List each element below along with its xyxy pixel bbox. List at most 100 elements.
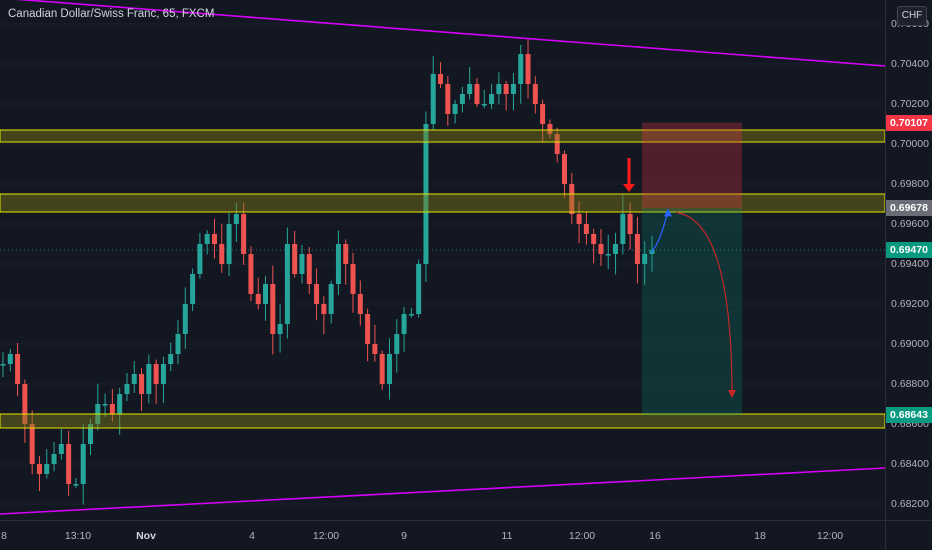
candle-body xyxy=(496,84,502,94)
candle-body xyxy=(255,294,261,304)
candle-body xyxy=(561,154,567,184)
candle-body xyxy=(408,314,414,316)
candle-body xyxy=(357,294,363,314)
stop-loss-area xyxy=(642,122,742,209)
candle-body xyxy=(139,374,145,394)
price-tick-label: 0.69200 xyxy=(891,298,929,310)
candle-body xyxy=(343,244,349,264)
time-tick-label: Nov xyxy=(136,530,156,542)
candle-body xyxy=(175,334,181,354)
candle-body xyxy=(44,464,50,474)
support-resistance-zone xyxy=(0,129,885,143)
candle-body xyxy=(620,214,626,244)
candle-body xyxy=(525,54,531,84)
candle-body xyxy=(306,254,312,284)
price-tick-label: 0.70400 xyxy=(891,58,929,70)
candle-body xyxy=(627,214,633,234)
price-tick-label: 0.68400 xyxy=(891,458,929,470)
candle-body xyxy=(182,304,188,334)
time-tick-label: 12:00 xyxy=(312,530,340,542)
candle-body xyxy=(372,344,378,354)
candle-body xyxy=(416,264,422,314)
currency-button[interactable]: CHF xyxy=(897,6,927,26)
candle-body xyxy=(518,54,524,84)
candle-body xyxy=(547,124,553,134)
candle-body xyxy=(241,214,247,254)
candle-body xyxy=(248,254,254,294)
candle-body xyxy=(350,264,356,294)
candle-body xyxy=(445,84,451,114)
candle-body xyxy=(131,374,137,384)
candle-body xyxy=(613,244,619,254)
price-tick-label: 0.70200 xyxy=(891,98,929,110)
candle-body xyxy=(160,364,166,384)
candle-body xyxy=(204,234,210,244)
candle-body xyxy=(299,254,305,274)
projection-up-arrowhead xyxy=(664,208,672,217)
candle-body xyxy=(15,354,21,384)
candle-body xyxy=(270,284,276,334)
candle-body xyxy=(583,224,589,234)
candle-body xyxy=(401,314,407,334)
candle-body xyxy=(321,304,327,314)
candle-body xyxy=(22,384,28,424)
candle-body xyxy=(51,454,57,464)
candle-body xyxy=(117,394,123,414)
candle-body xyxy=(386,354,392,384)
candle-body xyxy=(211,234,217,244)
time-tick-label: 16 xyxy=(649,530,661,542)
candle-body xyxy=(226,224,232,264)
price-axis[interactable]: 0.706000.704000.702000.700000.698000.696… xyxy=(885,0,932,520)
candle-body xyxy=(394,334,400,354)
candle-body xyxy=(569,184,575,214)
candle-body xyxy=(503,84,509,94)
candle-body xyxy=(634,234,640,264)
candle-body xyxy=(263,284,269,304)
candle-body xyxy=(314,284,320,304)
time-tick-label: 11 xyxy=(501,530,513,542)
price-tick-label: 0.69800 xyxy=(891,178,929,190)
candle-body xyxy=(467,84,473,94)
candle-body xyxy=(598,244,604,254)
price-chart[interactable] xyxy=(0,0,885,520)
candle-body xyxy=(88,424,94,444)
candle-body xyxy=(190,274,196,304)
price-tag-target: 0.68643 xyxy=(886,407,932,424)
price-tick-label: 0.69000 xyxy=(891,338,929,350)
entry-arrow-head xyxy=(623,184,635,192)
candle-body xyxy=(197,244,203,274)
time-tick-label: 12:00 xyxy=(568,530,596,542)
lower-trendline xyxy=(0,467,885,515)
candle-body xyxy=(576,214,582,224)
time-tick-label: 4 xyxy=(249,530,255,542)
candle-body xyxy=(430,74,436,124)
chart-title: Canadian Dollar/Swiss Franc, 65, FXCM xyxy=(8,8,215,20)
time-tick-label: 13:10 xyxy=(64,530,92,542)
candle-body xyxy=(605,254,611,256)
candle-body xyxy=(292,244,298,274)
price-tick-label: 0.68800 xyxy=(891,378,929,390)
candle-body xyxy=(109,404,115,414)
chart-canvas[interactable] xyxy=(0,0,885,520)
candle-body xyxy=(7,354,13,364)
candle-body xyxy=(649,250,655,254)
candle-body xyxy=(73,484,79,486)
price-tag-stop: 0.70107 xyxy=(886,114,932,131)
candle-body xyxy=(124,384,130,394)
candle-body xyxy=(459,94,465,104)
candle-body xyxy=(153,364,159,384)
candle-body xyxy=(219,244,225,264)
candle-body xyxy=(0,364,6,366)
candle-body xyxy=(540,104,546,124)
time-axis[interactable]: 8 13:10 Nov 4 12:00 9 11 12:00 16 18 12:00 xyxy=(0,520,885,550)
time-tick-label: 18 xyxy=(754,530,766,542)
candle-body xyxy=(474,84,480,104)
candle-body xyxy=(591,234,597,244)
time-tick-label: 8 xyxy=(1,530,7,542)
time-tick-label: 12:00 xyxy=(816,530,844,542)
candle-body xyxy=(532,84,538,104)
axis-corner xyxy=(885,520,932,550)
price-tick-label: 0.70000 xyxy=(891,138,929,150)
candle-body xyxy=(365,314,371,344)
candle-body xyxy=(379,354,385,384)
